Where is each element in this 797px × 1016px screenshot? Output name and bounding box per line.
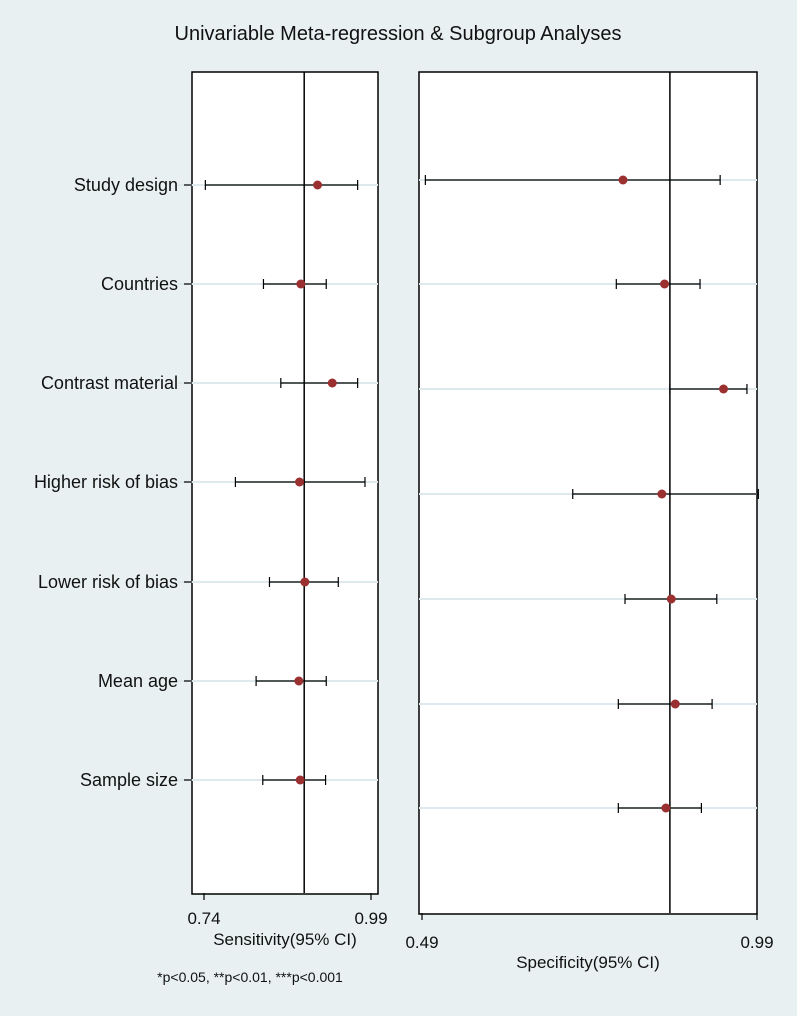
sens-xtick-label: 0.74: [187, 909, 220, 928]
sensitivity-plot: Study design Countries Contrast material Hi…: [34, 72, 388, 928]
spec-point-estimate: [670, 699, 680, 709]
spec-point-estimate: [661, 803, 671, 813]
category-label: Lower risk of bias: [38, 572, 178, 592]
sens-point-estimate: [327, 378, 337, 388]
sens-point-estimate: [300, 577, 310, 587]
sens-point-estimate: [295, 775, 305, 785]
sens-point-estimate: [294, 676, 304, 686]
spec-point-estimate: [657, 489, 667, 499]
category-label: Sample size: [80, 770, 178, 790]
spec-xtick-label: 0.49: [405, 933, 438, 952]
specificity-plot: 0.49 0.99: [405, 72, 774, 952]
specificity-axis-label: Specificity(95% CI): [516, 953, 660, 972]
category-label: Higher risk of bias: [34, 472, 178, 492]
sensitivity-axis-label: Sensitivity(95% CI): [213, 930, 357, 949]
spec-point-estimate: [666, 594, 676, 604]
sens-xtick-label: 0.99: [354, 909, 387, 928]
category-label: Study design: [74, 175, 178, 195]
footnote: *p<0.05, **p<0.01, ***p<0.001: [157, 969, 343, 985]
category-label: Mean age: [98, 671, 178, 691]
sens-point-estimate: [313, 180, 323, 190]
category-label: Countries: [101, 274, 178, 294]
figure-title: Univariable Meta-regression & Subgroup A…: [175, 23, 622, 45]
sens-point-estimate: [296, 279, 306, 289]
sens-point-estimate: [295, 477, 305, 487]
spec-point-estimate: [618, 175, 628, 185]
spec-point-estimate: [660, 279, 670, 289]
category-label: Contrast material: [41, 373, 178, 393]
spec-point-estimate: [719, 384, 728, 394]
spec-xtick-label: 0.99: [740, 933, 773, 952]
